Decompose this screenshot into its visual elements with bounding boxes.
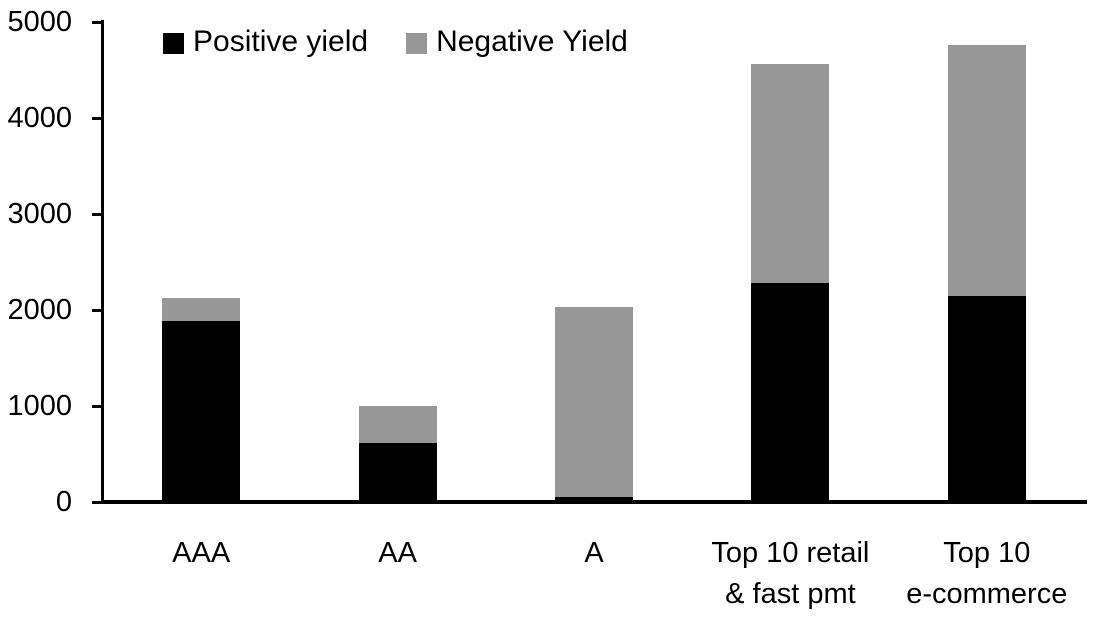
legend-item-negative-yield: Negative Yield	[406, 25, 628, 59]
y-tick-mark	[92, 404, 101, 408]
x-category-label-line: A	[584, 537, 604, 569]
y-tick-label: 1000	[7, 390, 72, 422]
x-category-label-line: Top 10	[943, 537, 1031, 569]
bar-segment-positive-yield-2	[555, 497, 633, 502]
bar-segment-negative-yield-3	[751, 64, 830, 284]
y-tick-mark	[92, 500, 101, 504]
x-category-label: AAA	[88, 533, 314, 574]
legend-label-negative-yield: Negative Yield	[436, 25, 628, 58]
y-axis-line	[101, 20, 104, 504]
x-category-label: Top 10 retail & fast pmt	[677, 533, 903, 615]
bar-segment-negative-yield-2	[555, 307, 633, 498]
bar-segment-positive-yield-3	[751, 283, 830, 502]
bar-segment-positive-yield-1	[358, 443, 437, 502]
x-category-label: AA	[285, 533, 511, 574]
bar-segment-negative-yield-4	[947, 45, 1026, 296]
bar-segment-positive-yield-4	[947, 295, 1026, 502]
x-category-label-line: AAA	[172, 537, 231, 569]
bar-segment-negative-yield-0	[162, 297, 241, 321]
y-tick-mark	[92, 116, 101, 120]
y-tick-label: 0	[55, 486, 72, 518]
y-tick-mark	[92, 20, 101, 24]
y-tick-label: 4000	[7, 102, 72, 134]
x-category-label: Top 10 e-commerce	[874, 533, 1100, 615]
x-category-label-line: e-commerce	[906, 578, 1068, 610]
legend-swatch-negative-yield-icon	[406, 33, 428, 54]
y-tick-label: 5000	[7, 6, 72, 38]
x-category-label-line: Top 10 retail	[711, 537, 870, 569]
x-category-label-line: & fast pmt	[725, 578, 856, 610]
y-tick-mark	[92, 308, 101, 312]
bar-segment-positive-yield-0	[162, 320, 241, 502]
x-category-label-line: AA	[378, 537, 417, 569]
legend-item-positive-yield: Positive yield	[163, 25, 368, 59]
bar-segment-negative-yield-1	[358, 406, 437, 444]
y-tick-mark	[92, 212, 101, 216]
legend-label-positive-yield: Positive yield	[193, 25, 369, 58]
legend-swatch-positive-yield-icon	[163, 33, 184, 54]
y-tick-label: 2000	[7, 294, 72, 326]
x-category-label: A	[481, 533, 707, 574]
x-axis-line	[101, 500, 1087, 504]
chart-legend: Positive yield Negative Yield	[163, 24, 628, 60]
y-tick-label: 3000	[7, 198, 72, 230]
